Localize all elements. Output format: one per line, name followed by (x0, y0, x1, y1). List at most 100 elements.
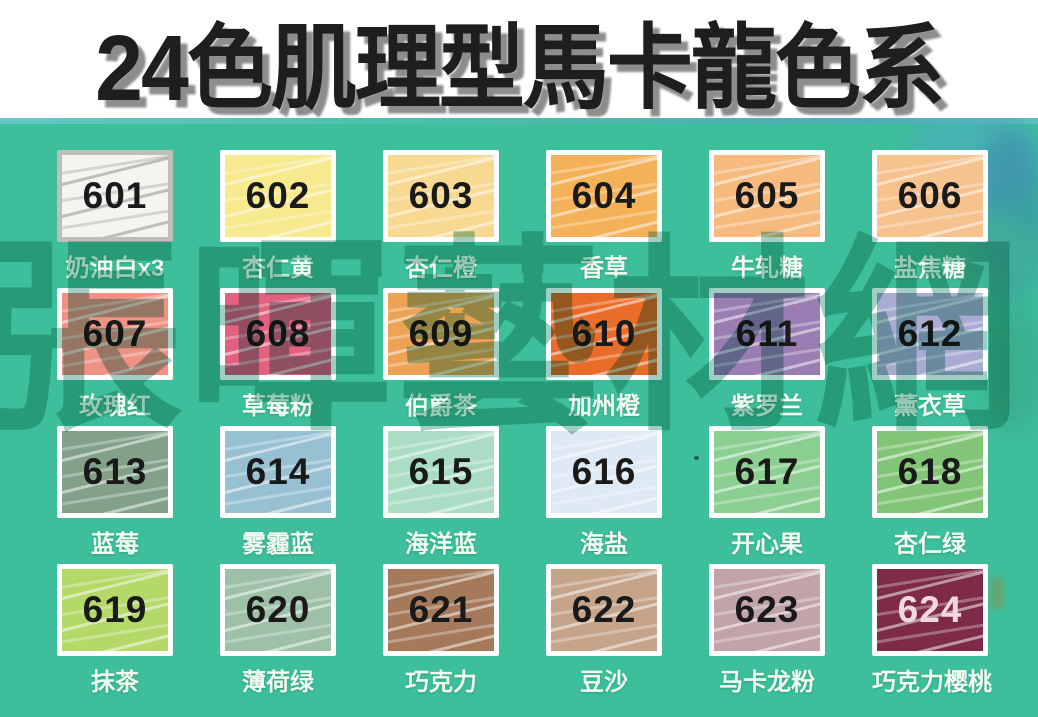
swatch-cell-618: 618 杏仁绿 (872, 426, 988, 558)
swatch-cell-615: 615 海洋蓝 (383, 426, 499, 558)
color-swatch: 602 (220, 150, 336, 242)
color-swatch: 617 (709, 426, 825, 518)
swatch-label: 香草 (580, 255, 628, 282)
swatch-number: 601 (82, 175, 148, 216)
swatch-cell-610: 610 加州橙 (546, 288, 662, 420)
color-swatch: 613 (57, 426, 173, 518)
swatch-label: 豆沙 (580, 669, 628, 696)
swatch-number: 610 (571, 313, 637, 354)
color-swatch: 608 (220, 288, 336, 380)
page-title: 24色肌理型馬卡龍色系 (95, 16, 945, 121)
swatch-number: 613 (82, 451, 148, 492)
swatch-cell-623: 623 马卡龙粉 (709, 564, 825, 696)
ink-speck (694, 456, 699, 460)
swatch-label: 杏仁黄 (242, 255, 314, 282)
swatch-number: 602 (245, 175, 311, 216)
swatch-number: 621 (408, 589, 474, 630)
swatch-label: 奶油白x3 (65, 255, 165, 282)
swatch-panel: 601 奶油白x3 602 杏仁黄 603 杏仁橙 604 香草 605 牛轧糖… (0, 118, 1038, 717)
color-swatch: 604 (546, 150, 662, 242)
swatch-cell-608: 608 草莓粉 (220, 288, 336, 420)
swatch-label: 马卡龙粉 (719, 669, 815, 696)
color-swatch: 618 (872, 426, 988, 518)
color-swatch: 620 (220, 564, 336, 656)
color-swatch: 601 (57, 150, 173, 242)
swatch-cell-619: 619 抹茶 (57, 564, 173, 696)
color-swatch: 619 (57, 564, 173, 656)
swatch-number: 607 (82, 313, 148, 354)
color-swatch: 607 (57, 288, 173, 380)
swatch-number: 622 (571, 589, 637, 630)
swatch-cell-603: 603 杏仁橙 (383, 150, 499, 282)
swatch-label: 加州橙 (568, 393, 640, 420)
swatch-label: 抹茶 (91, 669, 139, 696)
swatch-grid: 601 奶油白x3 602 杏仁黄 603 杏仁橙 604 香草 605 牛轧糖… (57, 150, 992, 696)
swatch-label: 巧克力 (405, 669, 477, 696)
swatch-label: 玫瑰红 (79, 393, 151, 420)
swatch-cell-613: 613 蓝莓 (57, 426, 173, 558)
swatch-number: 619 (82, 589, 148, 630)
color-swatch: 614 (220, 426, 336, 518)
swatch-number: 624 (897, 589, 963, 630)
color-swatch: 616 (546, 426, 662, 518)
swatch-cell-605: 605 牛轧糖 (709, 150, 825, 282)
swatch-label: 雾霾蓝 (242, 531, 314, 558)
title-bar: 24色肌理型馬卡龍色系 (0, 0, 1038, 120)
swatch-cell-617: 617 开心果 (709, 426, 825, 558)
swatch-number: 604 (571, 175, 637, 216)
swatch-label: 巧克力樱桃 (872, 669, 992, 696)
swatch-cell-622: 622 豆沙 (546, 564, 662, 696)
swatch-label: 杏仁橙 (405, 255, 477, 282)
swatch-cell-614: 614 雾霾蓝 (220, 426, 336, 558)
swatch-number: 609 (408, 313, 474, 354)
swatch-cell-607: 607 玫瑰红 (57, 288, 173, 420)
color-swatch: 621 (383, 564, 499, 656)
watercolor-blob (985, 303, 1038, 433)
swatch-label: 海洋蓝 (405, 531, 477, 558)
swatch-label: 草莓粉 (242, 393, 314, 420)
swatch-label: 伯爵茶 (405, 393, 477, 420)
swatch-cell-620: 620 薄荷绿 (220, 564, 336, 696)
swatch-number: 616 (571, 451, 637, 492)
color-swatch: 622 (546, 564, 662, 656)
swatch-label: 紫罗兰 (731, 393, 803, 420)
swatch-number: 611 (735, 313, 799, 354)
swatch-number: 615 (408, 451, 474, 492)
color-swatch: 606 (872, 150, 988, 242)
swatch-number: 618 (897, 451, 963, 492)
swatch-cell-621: 621 巧克力 (383, 564, 499, 696)
color-swatch: 612 (872, 288, 988, 380)
swatch-cell-606: 606 盐焦糖 (872, 150, 988, 282)
swatch-label: 杏仁绿 (894, 531, 966, 558)
swatch-cell-612: 612 薰衣草 (872, 288, 988, 420)
swatch-number: 608 (245, 313, 311, 354)
color-swatch: 611 (709, 288, 825, 380)
swatch-cell-609: 609 伯爵茶 (383, 288, 499, 420)
swatch-number: 617 (734, 451, 800, 492)
swatch-number: 623 (734, 589, 800, 630)
swatch-label: 蓝莓 (91, 531, 139, 558)
color-swatch: 603 (383, 150, 499, 242)
swatch-cell-616: 616 海盐 (546, 426, 662, 558)
swatch-cell-604: 604 香草 (546, 150, 662, 282)
swatch-label: 海盐 (580, 531, 628, 558)
swatch-number: 603 (408, 175, 474, 216)
swatch-label: 开心果 (731, 531, 803, 558)
color-swatch: 610 (546, 288, 662, 380)
ink-smudge (990, 576, 1004, 610)
swatch-label: 牛轧糖 (731, 255, 803, 282)
swatch-number: 612 (897, 313, 963, 354)
swatch-number: 606 (897, 175, 963, 216)
swatch-label: 盐焦糖 (894, 255, 966, 282)
swatch-label: 薰衣草 (894, 393, 966, 420)
swatch-number: 620 (245, 589, 311, 630)
color-swatch: 623 (709, 564, 825, 656)
panel-top-edge-texture (0, 118, 1038, 124)
color-swatch: 624 (872, 564, 988, 656)
swatch-number: 614 (245, 451, 311, 492)
swatch-cell-611: 611 紫罗兰 (709, 288, 825, 420)
swatch-cell-601: 601 奶油白x3 (57, 150, 173, 282)
swatch-cell-624: 624 巧克力樱桃 (872, 564, 992, 696)
color-swatch: 615 (383, 426, 499, 518)
